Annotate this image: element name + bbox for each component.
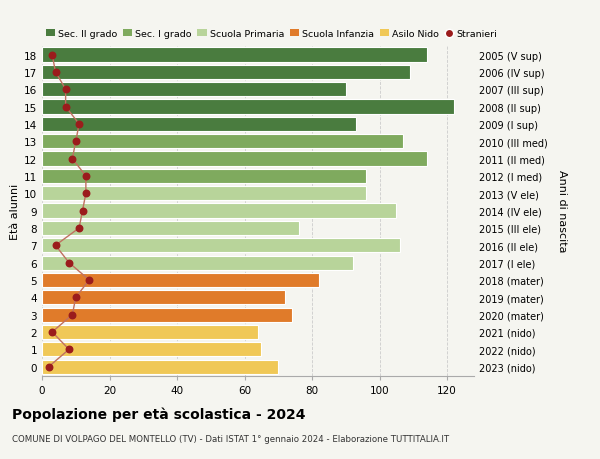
Bar — [42, 152, 427, 166]
Point — [47, 52, 57, 59]
Bar — [42, 48, 427, 62]
Point — [78, 207, 88, 215]
Bar — [42, 221, 299, 235]
Bar — [42, 135, 403, 149]
Point — [51, 69, 60, 76]
Point — [47, 329, 57, 336]
Bar — [42, 204, 397, 218]
Text: COMUNE DI VOLPAGO DEL MONTELLO (TV) - Dati ISTAT 1° gennaio 2024 - Elaborazione : COMUNE DI VOLPAGO DEL MONTELLO (TV) - Da… — [12, 434, 449, 443]
Bar — [42, 239, 400, 253]
Point — [71, 138, 80, 146]
Bar — [42, 118, 356, 132]
Point — [71, 294, 80, 301]
Bar — [42, 291, 285, 305]
Bar — [42, 360, 278, 374]
Point — [61, 86, 70, 94]
Bar — [42, 66, 410, 80]
Point — [61, 104, 70, 111]
Bar — [42, 100, 454, 114]
Point — [68, 311, 77, 319]
Bar — [42, 308, 292, 322]
Bar — [42, 169, 366, 184]
Point — [51, 242, 60, 249]
Bar — [42, 256, 353, 270]
Point — [44, 363, 53, 370]
Bar — [42, 187, 366, 201]
Point — [74, 121, 84, 129]
Point — [81, 190, 91, 197]
Point — [74, 225, 84, 232]
Point — [85, 277, 94, 284]
Bar — [42, 325, 258, 339]
Point — [68, 156, 77, 163]
Bar — [42, 83, 346, 97]
Text: Popolazione per età scolastica - 2024: Popolazione per età scolastica - 2024 — [12, 406, 305, 421]
Y-axis label: Età alunni: Età alunni — [10, 183, 20, 239]
Point — [81, 173, 91, 180]
Legend: Sec. II grado, Sec. I grado, Scuola Primaria, Scuola Infanzia, Asilo Nido, Stran: Sec. II grado, Sec. I grado, Scuola Prim… — [42, 26, 502, 43]
Bar — [42, 273, 319, 287]
Point — [64, 346, 74, 353]
Y-axis label: Anni di nascita: Anni di nascita — [557, 170, 567, 252]
Point — [64, 259, 74, 267]
Bar — [42, 342, 262, 357]
